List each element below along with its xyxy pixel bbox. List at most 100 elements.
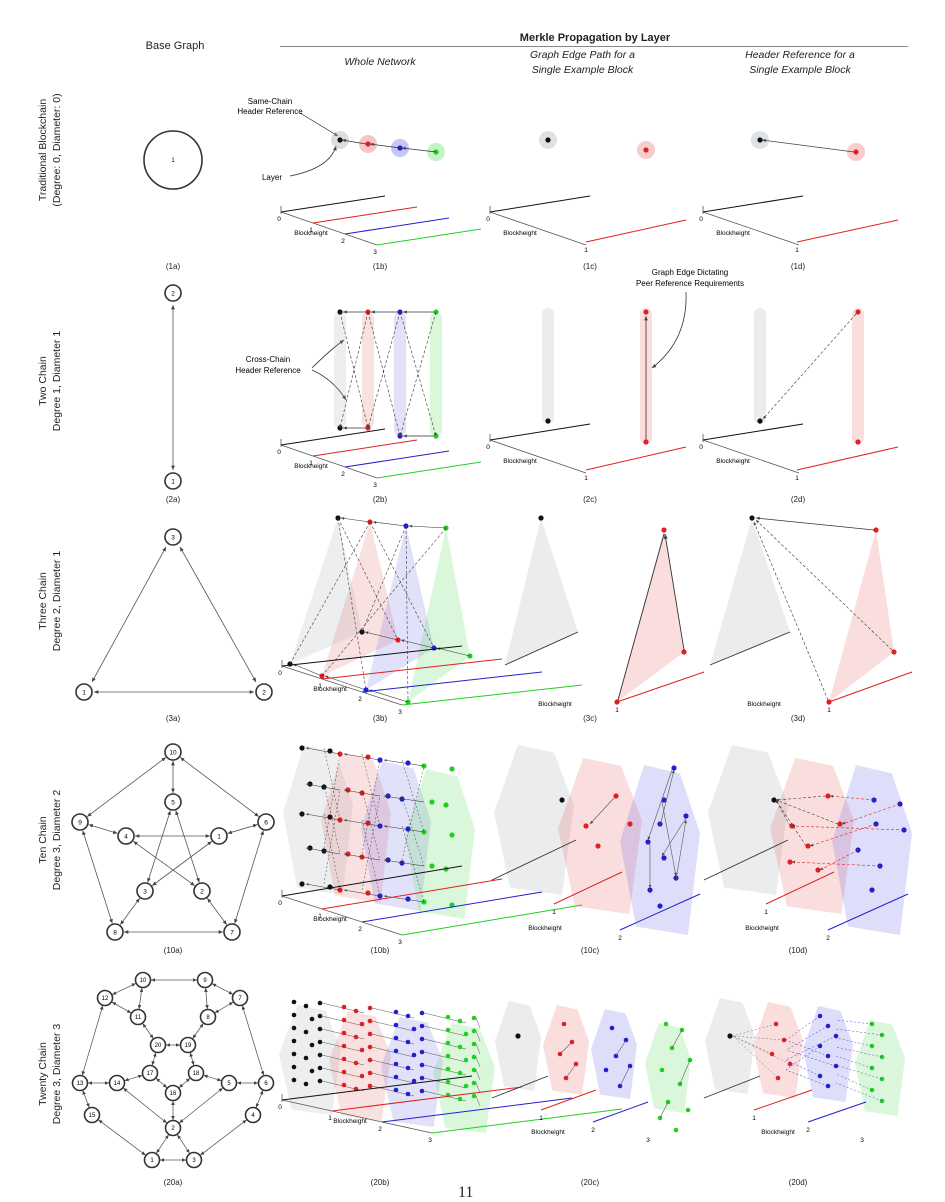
node-20a-10 — [134, 971, 152, 989]
annot-pointer-same-chain — [299, 112, 339, 137]
block-node — [367, 1005, 373, 1011]
edge-20a — [255, 1090, 264, 1108]
caption-3d: (3d) — [790, 714, 806, 723]
header-ref — [475, 1069, 481, 1081]
chain-rail-3 — [431, 1108, 623, 1134]
col-header-ref-line2: Single Example Block — [749, 64, 851, 76]
block-node — [345, 851, 351, 857]
layer-triangle — [322, 522, 398, 676]
block-node — [445, 1040, 451, 1046]
graph-edge-path — [589, 797, 615, 825]
axis-tick-label: 0 — [277, 216, 281, 223]
layer-triangle — [408, 528, 470, 702]
edge-20a — [155, 1077, 168, 1089]
node-10a-2-label: 2 — [200, 888, 204, 895]
header-ref — [423, 1025, 467, 1037]
block-node — [411, 1026, 417, 1032]
same-chain-ref — [401, 146, 437, 153]
header-ref — [475, 1056, 481, 1068]
edge-20a — [82, 1090, 90, 1108]
block-node — [873, 527, 879, 533]
cross-chain-ref — [367, 311, 401, 429]
node-20a-16 — [164, 1084, 182, 1102]
edge-3a — [91, 546, 167, 683]
header-ref — [732, 1035, 773, 1055]
chain-rail-1 — [796, 219, 899, 243]
graph-edge-path — [661, 817, 687, 857]
graph-edge-path — [661, 801, 677, 877]
caption-20b: (20b) — [370, 1178, 390, 1187]
annot-edge-dictating-line2: Peer Reference Requirements — [636, 279, 744, 288]
edge-10a — [175, 810, 200, 883]
block-node — [327, 748, 333, 754]
chain-rail-1 — [796, 446, 899, 471]
chain-rail-2 — [619, 893, 701, 931]
cross-chain-ref — [323, 747, 341, 821]
caption-1b: (1b) — [372, 262, 388, 271]
block-node — [399, 860, 405, 866]
node-2a-2-label: 2 — [171, 290, 175, 297]
graph-edge-path — [659, 1101, 669, 1119]
header-ref — [475, 1082, 481, 1094]
block-node — [353, 1034, 359, 1040]
block-node — [757, 137, 763, 143]
edge-20a — [112, 983, 136, 995]
axis-tick-label: 1 — [615, 707, 619, 714]
node-20a-2 — [164, 1119, 182, 1137]
caption-2a: (2a) — [165, 495, 181, 504]
header-ref — [835, 1073, 873, 1091]
caption-3c: (3c) — [583, 714, 597, 723]
header-ref — [753, 521, 829, 701]
block-node — [393, 1074, 399, 1080]
annot-layer: Layer — [262, 173, 282, 182]
layer-polygon — [591, 1009, 637, 1099]
block-node — [471, 1080, 477, 1086]
block-node — [643, 147, 649, 153]
col-header-header-reference: Header Reference for a Single Example Bl… — [710, 48, 890, 78]
block-node — [419, 1010, 425, 1016]
axis-tick-label: 0 — [486, 444, 490, 451]
layer-polygon — [645, 1023, 691, 1113]
block-node — [891, 649, 897, 655]
block-node — [771, 797, 777, 803]
cross-chain-ref — [399, 311, 437, 437]
chain-rail-1 — [321, 878, 503, 910]
axis-tick-label: 1 — [309, 460, 313, 467]
layer-polygon — [543, 1005, 589, 1095]
graph-edge-path — [663, 533, 685, 651]
chain-rail-0 — [489, 195, 591, 213]
node-10a-10 — [164, 743, 182, 761]
axis-tick-label: 2 — [341, 471, 345, 478]
block-node — [365, 890, 371, 896]
cross-chain-ref — [321, 527, 447, 677]
node-20a-10-label: 10 — [140, 978, 147, 984]
node-10a-6 — [257, 813, 275, 831]
axis-tick-label: 0 — [277, 449, 281, 456]
block-node — [685, 1107, 691, 1113]
block-node — [317, 1013, 323, 1019]
edge-20a — [178, 1077, 191, 1089]
node-20a-1-label: 1 — [150, 1158, 154, 1164]
block-node — [445, 1027, 451, 1033]
layer-triangle — [366, 526, 434, 690]
block-node — [299, 745, 305, 751]
node-20a-6-label: 6 — [264, 1081, 268, 1087]
col-header-whole-network: Whole Network — [344, 56, 416, 68]
edge-20a — [204, 987, 209, 1010]
header-ref — [343, 853, 381, 861]
caption-2b: (2b) — [372, 495, 388, 504]
block-node — [317, 1039, 323, 1045]
edge-20a — [137, 987, 144, 1010]
chain-rail-1 — [585, 219, 687, 243]
block-node — [365, 754, 371, 760]
graph-edge-path — [617, 533, 665, 701]
caption-1d: (1d) — [790, 262, 806, 271]
header-ref — [819, 849, 859, 871]
annot-pointer-layer — [289, 145, 337, 177]
block-node — [657, 903, 663, 909]
header-ref — [841, 803, 901, 825]
block-node — [855, 309, 861, 315]
header-ref — [829, 794, 875, 801]
axis-tick-label: 1 — [764, 909, 768, 916]
axis-tick-label: 2 — [358, 926, 362, 933]
